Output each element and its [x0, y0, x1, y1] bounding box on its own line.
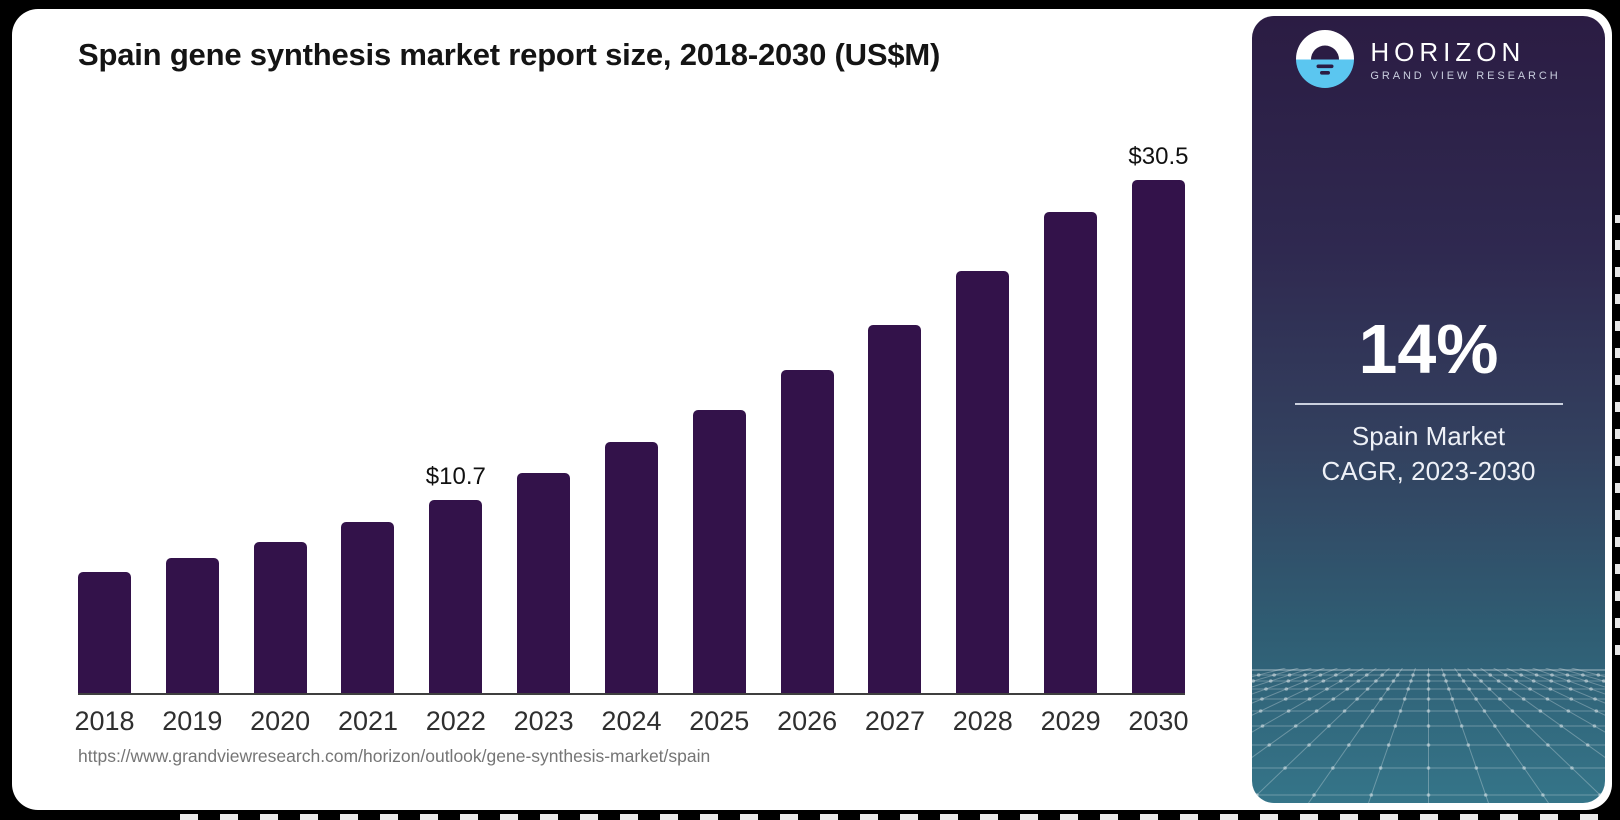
- cagr-label-line1: Spain Market: [1351, 421, 1506, 451]
- x-axis-label-2021: 2021: [337, 706, 399, 736]
- horizon-sun-logo-icon: [1296, 30, 1355, 88]
- bar-column-2028: 2028: [953, 143, 1013, 736]
- bar-column-2018: 2018: [74, 143, 135, 736]
- bar-2021: [341, 521, 395, 693]
- x-axis-label-2028: 2028: [952, 706, 1013, 736]
- x-axis-label-2018: 2018: [74, 706, 135, 736]
- bar-column-2022: $10.7 2022: [426, 143, 486, 736]
- bar-2028: [956, 271, 1010, 693]
- chart-section: Spain gene synthesis market report size,…: [12, 9, 1252, 810]
- x-axis-label-2024: 2024: [601, 706, 662, 736]
- bar-2026: [780, 370, 834, 693]
- bar-value-label-2030: $30.5: [1128, 143, 1189, 170]
- bar-column-2024: 2024: [601, 143, 662, 736]
- bar-column-2021: 2021: [338, 143, 398, 736]
- bar-2030: [1131, 180, 1185, 693]
- chart-title: Spain gene synthesis market report size,…: [78, 37, 941, 72]
- x-axis-label-2026: 2026: [777, 706, 838, 736]
- bar-2018: [78, 572, 131, 693]
- screen-edge-artifact-bottom: [180, 814, 1620, 820]
- cagr-stat: 14% Spain Market CAGR, 2023-2030: [1252, 311, 1605, 489]
- bar-2019: [165, 557, 219, 693]
- cagr-label: Spain Market CAGR, 2023-2030: [1252, 419, 1605, 489]
- bar-2024: [604, 442, 658, 693]
- bar-column-2020: 2020: [250, 143, 310, 736]
- bar-2025: [692, 409, 746, 693]
- screen-edge-artifact-right: [1615, 215, 1620, 655]
- report-card: Spain gene synthesis market report size,…: [12, 9, 1612, 810]
- bar-2023: [517, 473, 571, 693]
- brand-subtitle: GRAND VIEW RESEARCH: [1370, 69, 1561, 82]
- x-axis-label-2022: 2022: [425, 706, 486, 736]
- x-axis-label-2025: 2025: [689, 706, 750, 736]
- bar-2029: [1044, 211, 1098, 693]
- cagr-label-line2: CAGR, 2023-2030: [1321, 456, 1536, 486]
- brand-logo: HORIZON GRAND VIEW RESEARCH: [1252, 30, 1605, 88]
- x-axis-label-2027: 2027: [864, 706, 925, 736]
- bar-2020: [253, 541, 307, 693]
- bar-2022: [429, 500, 483, 693]
- stat-divider: [1294, 403, 1563, 405]
- source-url: https://www.grandviewresearch.com/horizo…: [78, 746, 711, 766]
- brand-wordmark: HORIZON GRAND VIEW RESEARCH: [1370, 37, 1560, 82]
- x-axis-label-2023: 2023: [513, 706, 574, 736]
- bar-column-2027: 2027: [865, 143, 925, 736]
- bar-column-2025: 2025: [689, 143, 749, 736]
- bar-2027: [868, 325, 922, 693]
- bar-column-2030: $30.5 2030: [1128, 143, 1188, 736]
- x-axis-label-2029: 2029: [1040, 706, 1101, 736]
- x-axis-label-2019: 2019: [162, 706, 223, 736]
- brand-name: HORIZON: [1370, 36, 1526, 67]
- bar-column-2029: 2029: [1041, 143, 1101, 736]
- bar-column-2023: 2023: [514, 143, 574, 736]
- bar-value-label-2022: $10.7: [425, 463, 486, 490]
- cagr-value: 14%: [1358, 310, 1499, 388]
- x-axis-label-2020: 2020: [250, 706, 311, 736]
- brand-sidebar: HORIZON GRAND VIEW RESEARCH 14% Spain Ma…: [1252, 16, 1605, 803]
- wireframe-mesh-graphic: [1252, 668, 1605, 803]
- bar-column-2026: 2026: [777, 143, 837, 736]
- bar-column-2019: 2019: [162, 143, 222, 736]
- x-axis-label-2030: 2030: [1128, 706, 1189, 736]
- bar-chart: 2018 2019 2020 2021 $10.7 2022 2023 2024 2025 202…: [74, 143, 1188, 736]
